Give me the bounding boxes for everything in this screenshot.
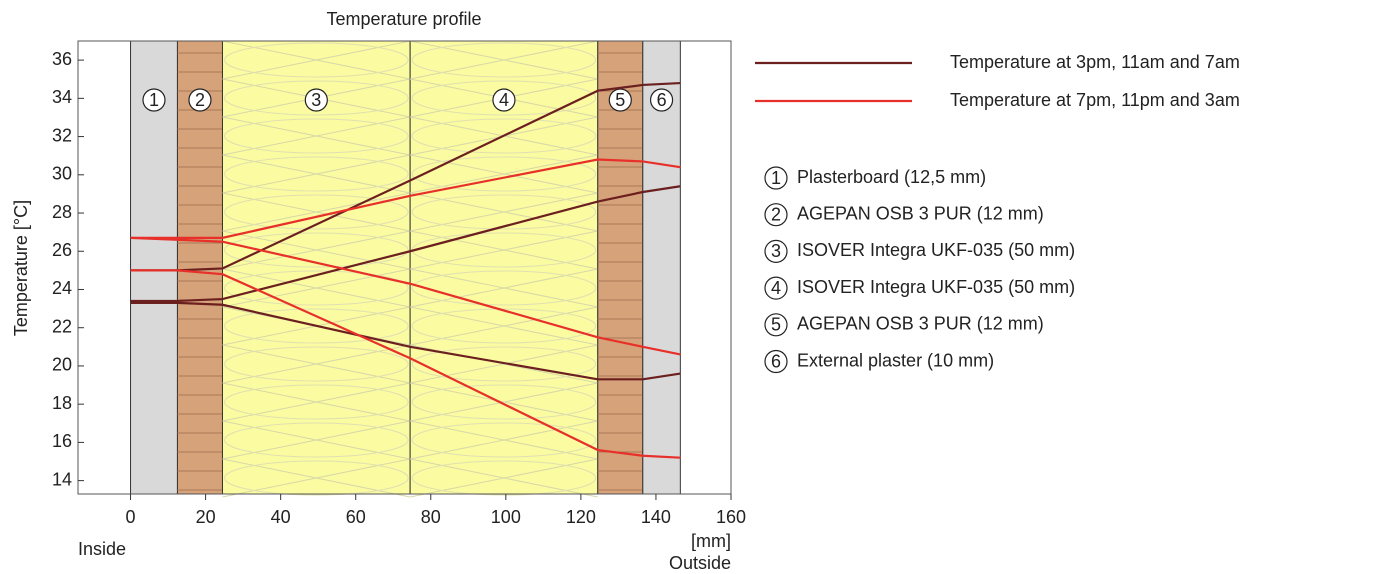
x-tick-label: 160 bbox=[716, 507, 746, 527]
legend-label: ISOVER Integra UKF-035 (50 mm) bbox=[797, 240, 1075, 260]
legend-number: 5 bbox=[771, 315, 781, 335]
legend-number: 3 bbox=[771, 241, 781, 261]
layer-number: 2 bbox=[195, 90, 205, 110]
legend-number: 1 bbox=[771, 168, 781, 188]
x-tick-label: 20 bbox=[196, 507, 216, 527]
layer-number: 3 bbox=[311, 90, 321, 110]
y-tick-label: 16 bbox=[52, 431, 72, 451]
legend-label: AGEPAN OSB 3 PUR (12 mm) bbox=[797, 203, 1044, 223]
y-tick-label: 14 bbox=[52, 469, 72, 489]
y-axis-label: Temperature [°C] bbox=[11, 200, 31, 336]
layer-number: 1 bbox=[149, 90, 159, 110]
x-tick-label: 0 bbox=[126, 507, 136, 527]
x-tick-label: 100 bbox=[491, 507, 521, 527]
y-tick-label: 20 bbox=[52, 355, 72, 375]
y-tick-label: 26 bbox=[52, 240, 72, 260]
y-tick-label: 34 bbox=[52, 87, 72, 107]
chart-title: Temperature profile bbox=[326, 9, 481, 29]
y-tick-label: 22 bbox=[52, 316, 72, 336]
layer-number: 5 bbox=[615, 90, 625, 110]
y-tick-label: 36 bbox=[52, 49, 72, 69]
legend-label: Temperature at 3pm, 11am and 7am bbox=[950, 52, 1240, 72]
x-tick-label: 120 bbox=[566, 507, 596, 527]
y-tick-label: 32 bbox=[52, 125, 72, 145]
legend-label: AGEPAN OSB 3 PUR (12 mm) bbox=[797, 314, 1044, 334]
chart: Temperature profile Temperature [°C] [mm… bbox=[0, 0, 1375, 574]
legend-number: 4 bbox=[771, 278, 781, 298]
x-tick-label: 80 bbox=[421, 507, 441, 527]
legend-number: 2 bbox=[771, 204, 781, 224]
y-tick-label: 28 bbox=[52, 202, 72, 222]
x-tick-label: 140 bbox=[641, 507, 671, 527]
legend-number: 6 bbox=[771, 351, 781, 371]
layer-number: 6 bbox=[657, 90, 667, 110]
x-axis-label: [mm] bbox=[691, 531, 731, 551]
outside-label: Outside bbox=[669, 553, 731, 573]
x-tick-label: 60 bbox=[346, 507, 366, 527]
y-tick-label: 24 bbox=[52, 278, 72, 298]
y-tick-label: 18 bbox=[52, 393, 72, 413]
y-tick-label: 30 bbox=[52, 164, 72, 184]
legend-label: ISOVER Integra UKF-035 (50 mm) bbox=[797, 277, 1075, 297]
x-tick-label: 40 bbox=[271, 507, 291, 527]
legend-label: Plasterboard (12,5 mm) bbox=[797, 167, 986, 187]
layer-number: 4 bbox=[499, 90, 509, 110]
inside-label: Inside bbox=[78, 539, 126, 559]
legend-label: External plaster (10 mm) bbox=[797, 350, 994, 370]
legend-label: Temperature at 7pm, 11pm and 3am bbox=[950, 90, 1240, 110]
